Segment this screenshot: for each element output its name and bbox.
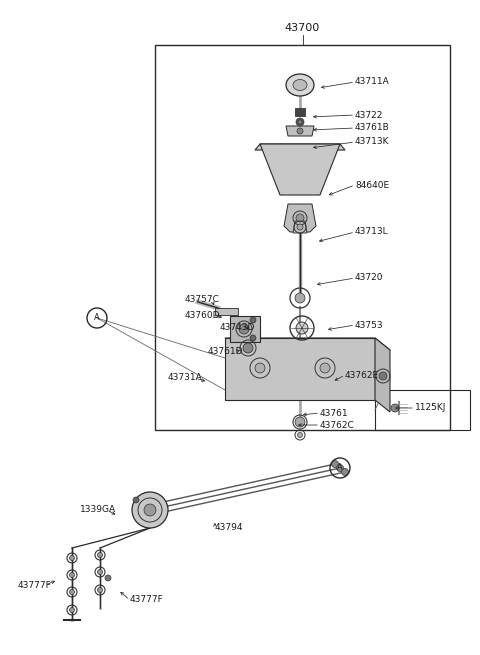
Circle shape — [341, 468, 348, 476]
Circle shape — [239, 324, 249, 334]
Text: 43711A: 43711A — [355, 77, 390, 86]
Circle shape — [391, 404, 399, 412]
Circle shape — [132, 492, 168, 528]
Text: 43722: 43722 — [355, 111, 384, 119]
Circle shape — [97, 569, 103, 574]
Text: 43720: 43720 — [355, 274, 384, 282]
Text: 43731A: 43731A — [168, 373, 203, 383]
Circle shape — [298, 432, 302, 438]
Text: A: A — [337, 464, 343, 472]
Text: 43761B: 43761B — [355, 124, 390, 132]
Polygon shape — [225, 338, 390, 350]
Polygon shape — [255, 144, 345, 150]
Polygon shape — [215, 308, 238, 315]
Text: 43794: 43794 — [215, 523, 243, 533]
Circle shape — [250, 317, 256, 323]
Bar — [375, 390, 470, 430]
Circle shape — [297, 128, 303, 134]
Text: 84640E: 84640E — [355, 181, 389, 189]
Circle shape — [379, 372, 387, 380]
Polygon shape — [260, 144, 340, 195]
Circle shape — [243, 343, 253, 353]
Circle shape — [332, 460, 338, 468]
Circle shape — [298, 120, 302, 124]
Polygon shape — [230, 316, 260, 342]
Circle shape — [97, 588, 103, 593]
Circle shape — [295, 417, 305, 427]
Text: 1339GA: 1339GA — [80, 506, 116, 514]
Text: 43762C: 43762C — [320, 421, 355, 430]
Circle shape — [295, 293, 305, 303]
Text: 43713K: 43713K — [355, 138, 389, 147]
Circle shape — [296, 118, 304, 126]
Text: 43713L: 43713L — [355, 227, 389, 236]
Text: 43700: 43700 — [285, 23, 320, 33]
Circle shape — [97, 553, 103, 557]
Text: 43753: 43753 — [355, 320, 384, 329]
Text: 43760D: 43760D — [185, 310, 220, 320]
Bar — [155, 45, 450, 430]
Circle shape — [144, 504, 156, 516]
Polygon shape — [293, 221, 307, 233]
Text: 43777F: 43777F — [18, 580, 52, 590]
Text: 43743D: 43743D — [220, 324, 255, 333]
Polygon shape — [284, 204, 316, 232]
Circle shape — [70, 590, 74, 595]
Circle shape — [70, 607, 74, 612]
Circle shape — [320, 363, 330, 373]
Polygon shape — [225, 338, 375, 400]
Polygon shape — [375, 338, 390, 412]
Ellipse shape — [293, 79, 307, 90]
Text: 43757C: 43757C — [185, 295, 220, 305]
Circle shape — [250, 335, 256, 341]
Circle shape — [297, 224, 303, 230]
Circle shape — [255, 363, 265, 373]
Ellipse shape — [286, 74, 314, 96]
Text: 43761: 43761 — [320, 409, 348, 417]
Circle shape — [105, 575, 111, 581]
Circle shape — [133, 497, 139, 503]
Text: 43777F: 43777F — [130, 595, 164, 605]
Circle shape — [296, 214, 304, 222]
Circle shape — [336, 464, 344, 472]
Circle shape — [296, 322, 308, 334]
Polygon shape — [286, 126, 314, 136]
Text: A: A — [94, 314, 100, 322]
Circle shape — [70, 572, 74, 578]
Circle shape — [70, 555, 74, 561]
Text: 43762E: 43762E — [345, 371, 379, 379]
Text: 43761D: 43761D — [208, 348, 243, 356]
Text: 1125KJ: 1125KJ — [415, 403, 446, 413]
Bar — [295, 108, 305, 116]
